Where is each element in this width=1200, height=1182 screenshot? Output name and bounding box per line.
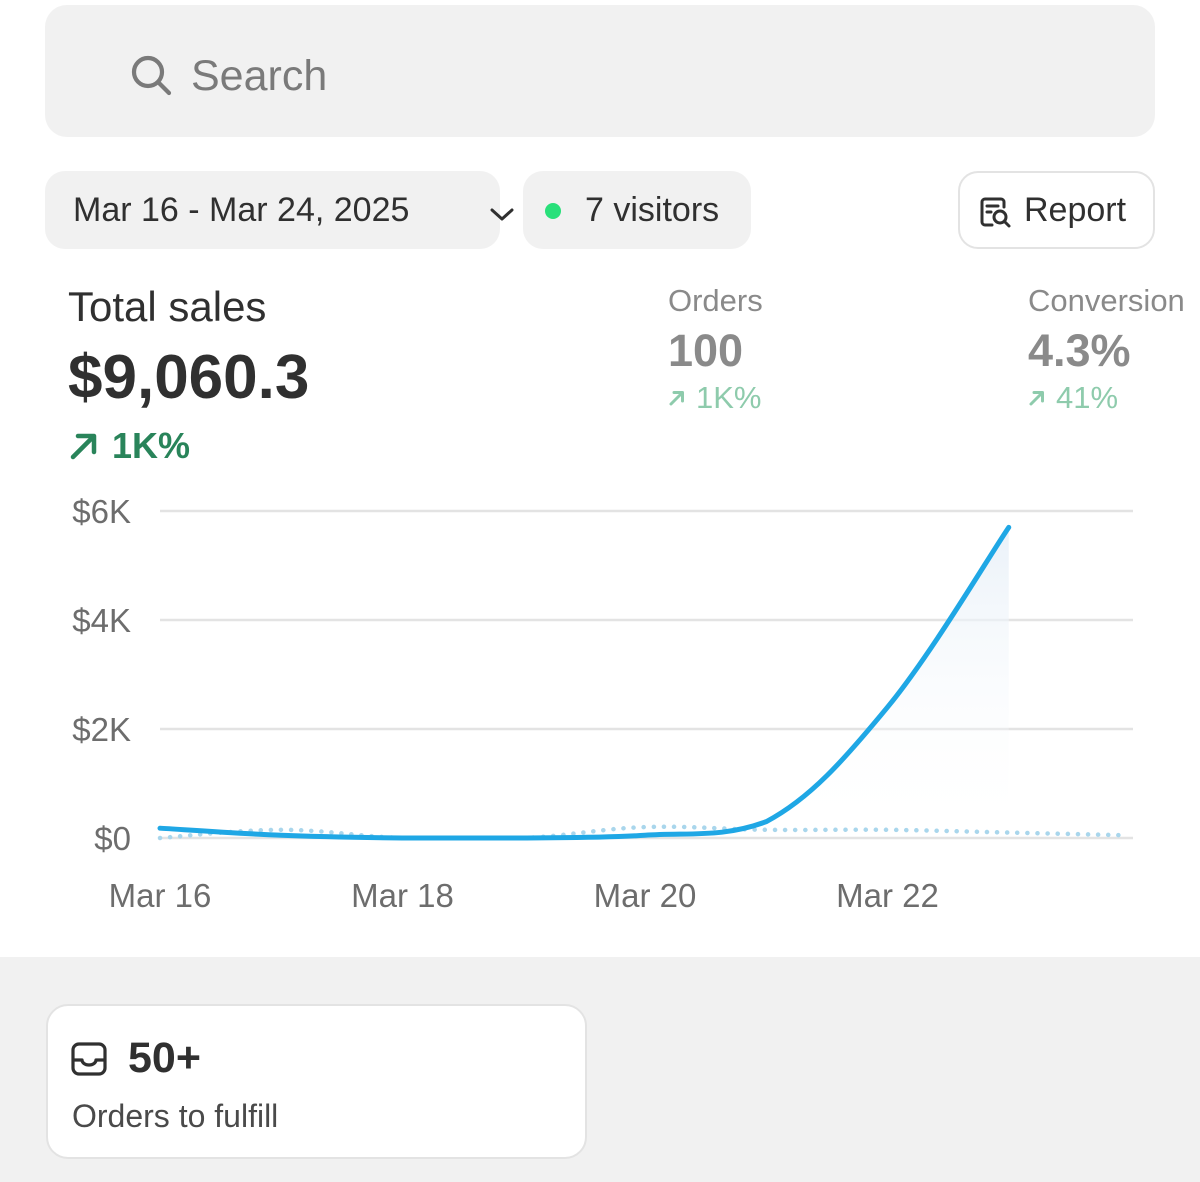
total-sales-change-value: 1K% (112, 425, 191, 466)
total-sales-change: 1K% (68, 425, 190, 467)
x-tick-label: Mar 22 (836, 877, 939, 914)
conversion-change-value: 41% (1056, 380, 1119, 415)
search-bar[interactable] (45, 5, 1155, 137)
y-tick-label: $2K (72, 711, 131, 748)
orders-to-fulfill-card[interactable]: 50+ Orders to fulfill (46, 1004, 587, 1159)
x-tick-label: Mar 20 (594, 877, 697, 914)
orders-change-value: 1K% (696, 380, 762, 415)
y-tick-label: $6K (72, 493, 131, 530)
arrow-up-right-icon (1029, 391, 1044, 406)
y-tick-label: $0 (94, 820, 131, 857)
conversion-value: 4.3% (1028, 325, 1131, 376)
x-axis-labels: Mar 16 Mar 18 Mar 20 Mar 22 (109, 877, 939, 914)
date-range-label: Mar 16 - Mar 24, 2025 (73, 190, 410, 229)
total-sales-title: Total sales (68, 283, 267, 330)
y-tick-label: $4K (72, 602, 131, 639)
orders-to-fulfill-count: 50+ (128, 1034, 201, 1082)
total-sales-value: $9,060.3 (68, 343, 310, 412)
y-axis-labels: $6K $4K $2K $0 (72, 493, 131, 857)
inbox-icon (71, 1042, 107, 1076)
x-tick-label: Mar 18 (351, 877, 454, 914)
search-icon (131, 55, 172, 96)
orders-title: Orders (668, 283, 763, 318)
chevron-down-icon (490, 208, 514, 221)
orders-change: 1K% (668, 380, 761, 416)
x-tick-label: Mar 16 (109, 877, 212, 914)
conversion-title: Conversion (1028, 283, 1185, 318)
live-visitors-button[interactable]: 7 visitors (523, 171, 751, 249)
search-input[interactable] (191, 43, 1091, 109)
orders-value: 100 (668, 325, 744, 376)
live-status-dot (545, 203, 561, 219)
arrow-up-right-icon (669, 391, 684, 406)
arrow-up-right-icon (70, 433, 97, 460)
conversion-change: 41% (1028, 380, 1118, 416)
report-search-icon (980, 197, 1011, 228)
sales-series-line (157, 524, 1012, 841)
orders-to-fulfill-label: Orders to fulfill (72, 1098, 279, 1134)
sales-line-chart: $6K $4K $2K $0 Mar 16 Mar 18 Mar 20 Mar 22 (72, 493, 1133, 914)
sales-area-fill (160, 527, 1009, 838)
report-button[interactable]: Report (958, 171, 1155, 249)
comparison-series-line (157, 824, 1128, 841)
visitors-label: 7 visitors (585, 190, 720, 229)
report-label: Report (1024, 190, 1127, 229)
date-range-picker[interactable]: Mar 16 - Mar 24, 2025 (45, 171, 514, 249)
